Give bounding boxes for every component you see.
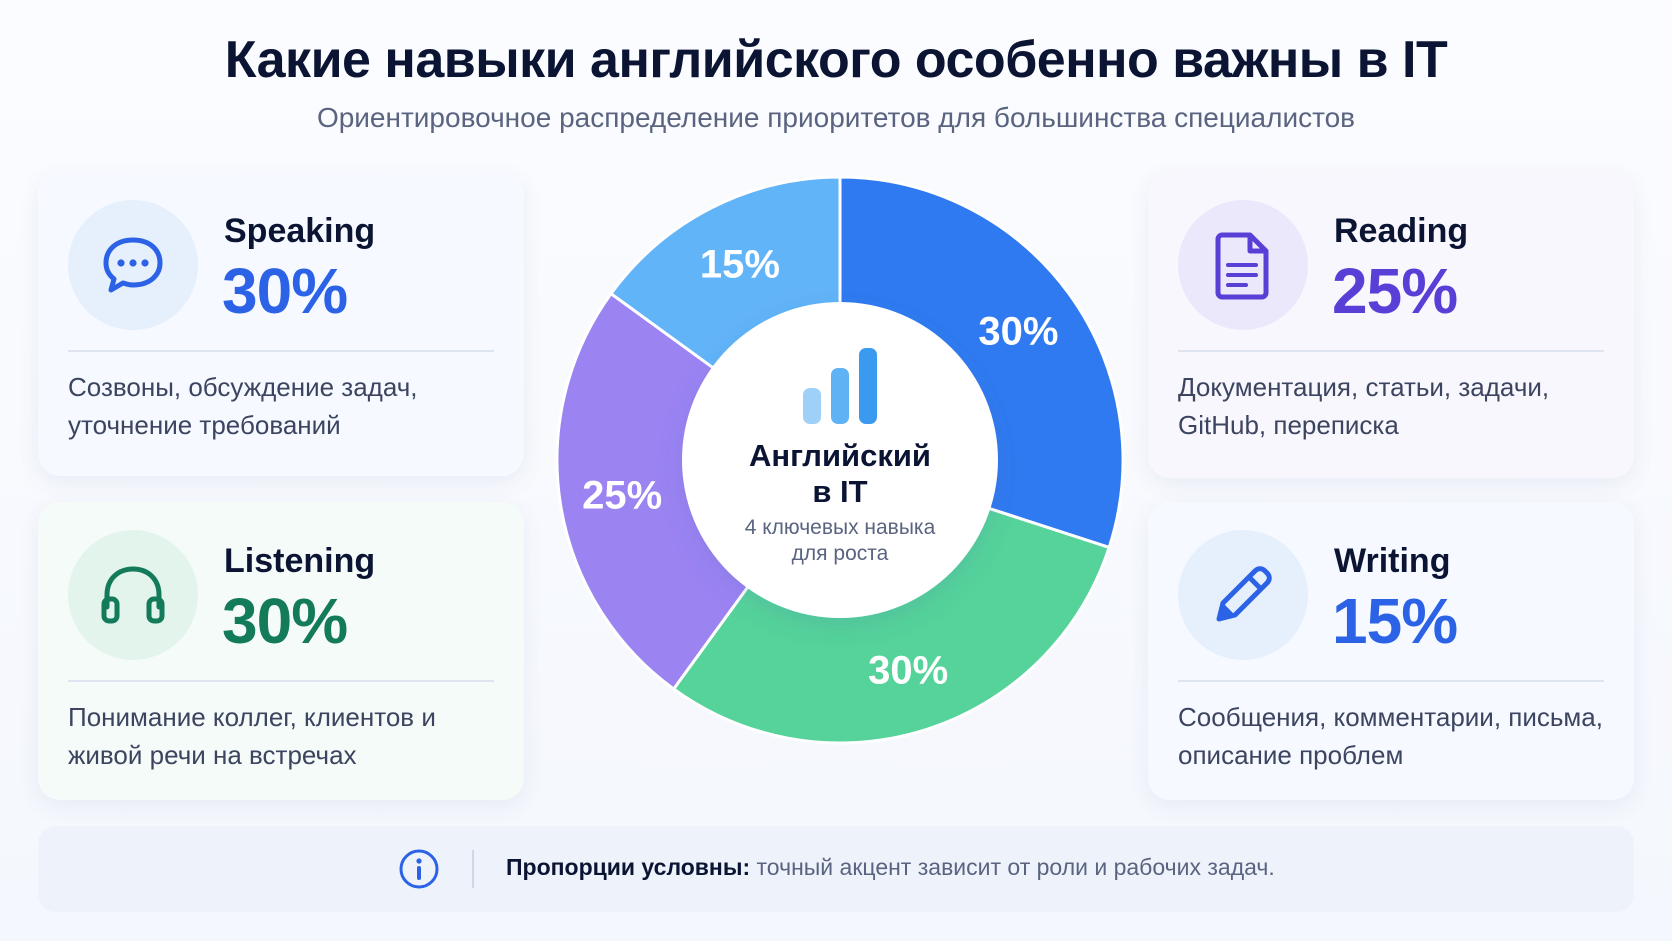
slice-label-listening: 30% bbox=[868, 649, 948, 693]
skill-description: Документация, статьи, задачи, GitHub, пе… bbox=[1178, 372, 1550, 440]
document-icon bbox=[1178, 200, 1308, 330]
skill-description: Сообщения, комментарии, письма, описание… bbox=[1178, 702, 1603, 770]
donut-center bbox=[682, 302, 998, 618]
page-subtitle: Ориентировочное распределение приоритето… bbox=[316, 102, 1356, 133]
donut-chart-svg: Английский в IT 4 ключевых навыка для ро… bbox=[555, 175, 1125, 745]
footer-separator bbox=[472, 850, 474, 888]
skill-name: Speaking bbox=[224, 212, 376, 250]
center-subtitle-line2: для роста bbox=[792, 542, 889, 565]
footer-note: Пропорции условны: точный акцент зависит… bbox=[38, 826, 1634, 912]
skill-card-listening: Listening 30% Понимание коллег, клиентов… bbox=[38, 502, 524, 800]
slice-label-writing: 15% bbox=[700, 243, 780, 287]
center-subtitle-line1: 4 ключевых навыка bbox=[745, 516, 936, 539]
page-title: Какие навыки английского особенно важны … bbox=[224, 31, 1448, 89]
pencil-icon bbox=[1178, 530, 1308, 660]
skill-percent: 25% bbox=[1332, 255, 1458, 327]
donut-chart: Английский в IT 4 ключевых навыка для ро… bbox=[540, 160, 1140, 760]
skill-card-speaking: Speaking 30% Созвоны, обсуждение задач, … bbox=[38, 172, 524, 476]
card-divider bbox=[68, 680, 494, 682]
footer-bold: Пропорции условны: bbox=[506, 854, 751, 880]
skill-card-reading: Reading 25% Документация, статьи, задачи… bbox=[1148, 172, 1634, 478]
center-title-line2: в IT bbox=[812, 474, 867, 509]
skill-name: Reading bbox=[1334, 212, 1469, 250]
card-divider bbox=[1178, 350, 1604, 352]
card-divider bbox=[68, 350, 494, 352]
slice-label-speaking: 30% bbox=[978, 309, 1058, 353]
skill-description: Понимание коллег, клиентов и живой речи … bbox=[68, 702, 436, 770]
headphones-icon bbox=[68, 530, 198, 660]
footer-text: Пропорции условны: точный акцент зависит… bbox=[506, 854, 1275, 881]
chat-bubble-icon bbox=[68, 200, 198, 330]
skill-percent: 15% bbox=[1332, 585, 1458, 657]
card-divider bbox=[1178, 680, 1604, 682]
center-title-line1: Английский bbox=[749, 438, 931, 473]
bar-chart-icon bbox=[803, 348, 877, 424]
info-icon bbox=[399, 849, 439, 889]
skill-description: Созвоны, обсуждение задач, уточнение тре… bbox=[68, 372, 418, 440]
skill-percent: 30% bbox=[222, 255, 348, 327]
skill-card-writing: Writing 15% Сообщения, комментарии, пись… bbox=[1148, 502, 1634, 800]
footer-rest: точный акцент зависит от роли и рабочих … bbox=[750, 854, 1275, 880]
skill-percent: 30% bbox=[222, 585, 348, 657]
skill-name: Writing bbox=[1334, 542, 1451, 580]
slice-label-reading: 25% bbox=[582, 473, 662, 517]
skill-name: Listening bbox=[224, 542, 376, 580]
